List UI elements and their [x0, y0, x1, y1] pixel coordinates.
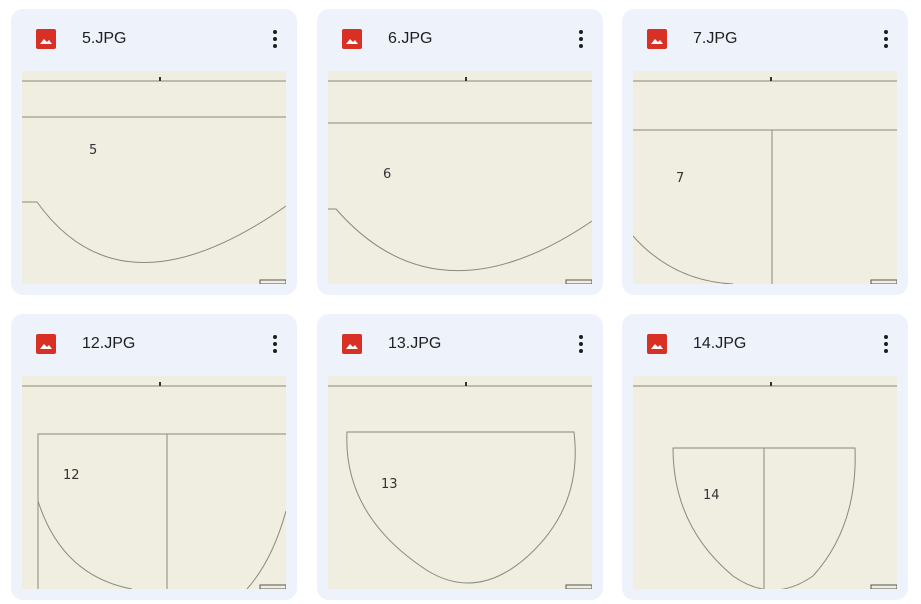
file-card-header: 12.JPG	[11, 314, 297, 376]
drawing-label: 13	[381, 477, 398, 492]
drawing-label: 14	[703, 488, 720, 503]
more-vert-icon[interactable]	[567, 25, 595, 53]
file-card[interactable]: 6.JPG 6	[317, 9, 603, 295]
more-vert-icon[interactable]	[567, 330, 595, 358]
more-vert-icon[interactable]	[872, 330, 900, 358]
image-icon	[647, 334, 667, 354]
file-card-header: 6.JPG	[317, 9, 603, 71]
image-icon	[647, 29, 667, 49]
drawing-preview	[22, 77, 286, 284]
file-name: 13.JPG	[388, 335, 442, 352]
drawing-label: 7	[676, 171, 685, 186]
file-card[interactable]: 12.JPG 12	[11, 314, 297, 600]
file-card[interactable]: 5.JPG 5	[11, 9, 297, 295]
image-thumbnail[interactable]: 7	[633, 71, 897, 284]
drawing-preview	[22, 382, 286, 589]
drawing-preview	[633, 382, 897, 589]
drawing-label: 6	[383, 167, 392, 182]
file-name: 6.JPG	[388, 30, 433, 47]
file-name: 7.JPG	[693, 30, 738, 47]
more-vert-icon[interactable]	[872, 25, 900, 53]
image-thumbnail[interactable]: 12	[22, 376, 286, 589]
drawing-preview	[328, 382, 592, 589]
file-name: 12.JPG	[82, 335, 136, 352]
image-icon	[36, 334, 56, 354]
image-thumbnail[interactable]: 5	[22, 71, 286, 284]
file-name: 14.JPG	[693, 335, 747, 352]
file-card[interactable]: 7.JPG 7	[622, 9, 908, 295]
file-card-header: 13.JPG	[317, 314, 603, 376]
image-icon	[342, 29, 362, 49]
file-card[interactable]: 13.JPG 13	[317, 314, 603, 600]
file-card-header: 7.JPG	[622, 9, 908, 71]
image-thumbnail[interactable]: 14	[633, 376, 897, 589]
image-thumbnail[interactable]: 6	[328, 71, 592, 284]
more-vert-icon[interactable]	[261, 330, 289, 358]
drawing-label: 5	[89, 143, 98, 158]
file-name: 5.JPG	[82, 30, 127, 47]
image-thumbnail[interactable]: 13	[328, 376, 592, 589]
drawing-label: 12	[63, 468, 80, 483]
image-icon	[342, 334, 362, 354]
image-icon	[36, 29, 56, 49]
file-card-header: 5.JPG	[11, 9, 297, 71]
drawing-preview	[633, 77, 897, 284]
more-vert-icon[interactable]	[261, 25, 289, 53]
file-card[interactable]: 14.JPG 14	[622, 314, 908, 600]
file-card-header: 14.JPG	[622, 314, 908, 376]
drawing-preview	[328, 77, 592, 284]
